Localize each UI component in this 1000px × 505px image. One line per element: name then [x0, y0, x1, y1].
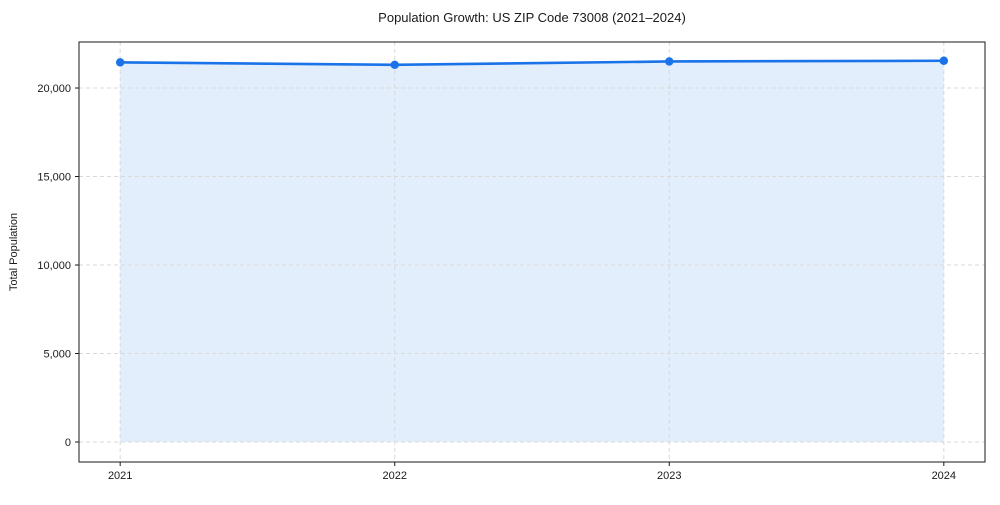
chart-title: Population Growth: US ZIP Code 73008 (20…	[378, 10, 686, 25]
y-tick-label: 10,000	[37, 260, 71, 272]
x-tick-label: 2023	[657, 470, 681, 482]
trend-line	[118, 59, 946, 67]
y-tick-label: 5,000	[43, 348, 71, 360]
y-tick-label: 0	[65, 437, 71, 449]
y-axis-label: Total Population	[8, 213, 20, 291]
data-point	[115, 58, 125, 67]
x-tick-label: 2024	[932, 470, 956, 482]
area-fill	[120, 60, 944, 443]
x-tick-label: 2021	[108, 470, 132, 482]
data-point	[939, 56, 949, 65]
data-point	[390, 60, 399, 70]
chart-plot: 0 5,000 10,000 15,000 20,000 2021 2022 2023 2024	[37, 41, 986, 482]
y-tick-label: 15,000	[37, 171, 71, 183]
data-point	[665, 57, 674, 66]
y-tick-label: 20,000	[37, 83, 71, 95]
x-tick-label: 2022	[382, 470, 406, 482]
plot-frame	[78, 41, 986, 463]
